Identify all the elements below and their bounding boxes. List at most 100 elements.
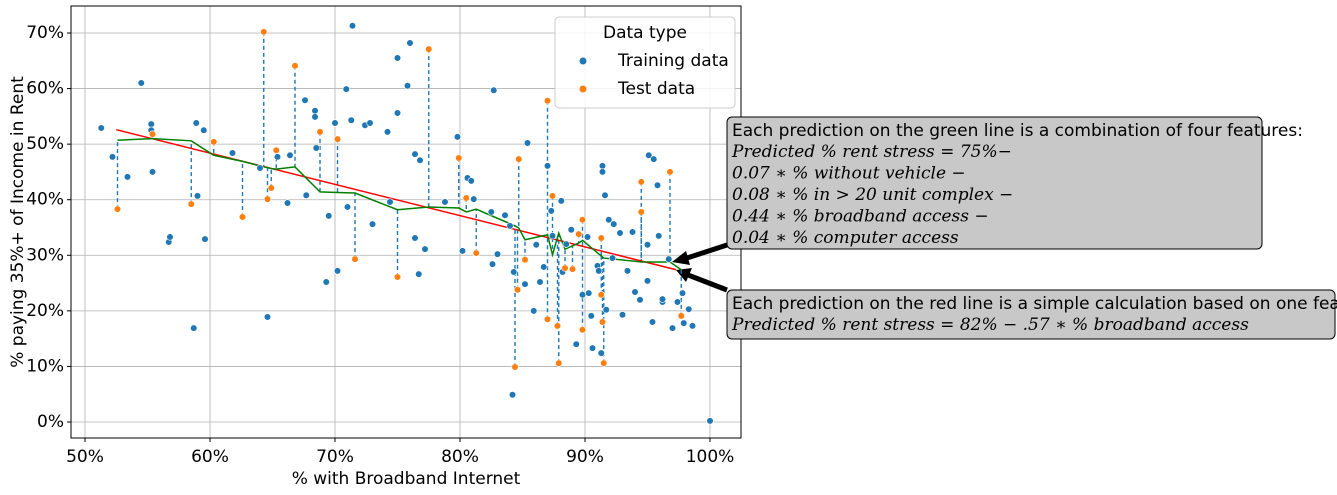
- data-point: [316, 128, 324, 136]
- data-point: [488, 260, 497, 268]
- data-point: [301, 96, 309, 104]
- legend-label: Training data: [617, 51, 729, 71]
- data-point: [602, 306, 610, 314]
- data-point: [272, 146, 280, 154]
- data-point: [148, 168, 157, 176]
- data-point: [108, 153, 117, 161]
- data-point: [291, 62, 299, 70]
- arrow-head: [676, 268, 692, 282]
- x-tick-label: 100%: [686, 447, 735, 467]
- data-point: [688, 322, 697, 330]
- annotation-text: 0.07 ∗ % without vehicle −: [732, 164, 966, 184]
- data-point: [677, 312, 685, 320]
- data-point: [368, 220, 377, 228]
- data-point: [393, 54, 402, 62]
- annotation-box: [726, 116, 1263, 250]
- annotation-text: 0.04 ∗ % computer access: [732, 228, 959, 248]
- x-axis-label: % with Broadband Internet: [292, 469, 521, 489]
- data-point: [210, 138, 218, 146]
- data-point: [200, 126, 208, 134]
- x-tick-label: 70%: [316, 447, 354, 467]
- data-point: [568, 265, 577, 273]
- data-point: [678, 289, 687, 297]
- data-point: [348, 22, 357, 30]
- annotation-text: Predicted % rent stress = 75%−: [731, 142, 1012, 162]
- data-point: [406, 39, 414, 47]
- data-point: [190, 324, 198, 332]
- data-point: [618, 311, 627, 319]
- data-point: [386, 198, 394, 206]
- data-point: [548, 232, 557, 240]
- data-point: [411, 150, 419, 158]
- data-point: [470, 195, 478, 203]
- annotation-text: Predicted % rent stress = 82% − .57 ∗ % …: [731, 315, 1249, 335]
- data-point: [302, 191, 310, 199]
- data-point: [421, 245, 429, 253]
- data-point: [673, 298, 682, 306]
- arrow-head: [672, 251, 690, 265]
- data-point: [267, 184, 275, 192]
- data-point: [650, 155, 658, 163]
- data-point: [572, 340, 580, 348]
- data-point: [601, 191, 609, 199]
- data-point: [416, 156, 424, 164]
- data-point: [311, 113, 319, 121]
- data-point: [557, 197, 565, 205]
- x-tick-label: 50%: [66, 447, 104, 467]
- data-point: [536, 278, 544, 286]
- data-point: [706, 417, 714, 425]
- data-point: [286, 151, 294, 159]
- data-point: [631, 288, 639, 296]
- data-point: [655, 232, 663, 240]
- data-point: [487, 208, 495, 216]
- data-point: [637, 208, 645, 216]
- data-point: [228, 149, 237, 157]
- data-point: [608, 254, 617, 262]
- legend-box: [554, 16, 736, 109]
- arrow: [683, 242, 728, 262]
- data-point: [595, 267, 603, 275]
- data-point: [312, 144, 320, 152]
- data-point: [506, 222, 514, 230]
- data-point: [578, 216, 587, 224]
- data-point: [666, 168, 674, 176]
- data-point: [636, 296, 644, 304]
- legend-title: Data type: [603, 23, 687, 43]
- data-point: [521, 280, 529, 288]
- x-tick-label: 60%: [191, 447, 229, 467]
- data-point: [343, 203, 352, 211]
- data-point: [521, 256, 529, 264]
- data-point: [123, 173, 132, 181]
- data-point: [393, 273, 402, 281]
- data-point: [610, 220, 618, 228]
- data-point: [411, 234, 419, 242]
- data-point: [113, 205, 122, 213]
- data-point: [351, 255, 359, 263]
- data-point: [333, 267, 342, 275]
- annotation-box: [726, 289, 1336, 340]
- data-point: [583, 233, 592, 241]
- data-point: [532, 241, 540, 249]
- data-point: [383, 128, 392, 136]
- data-point: [490, 86, 498, 94]
- data-point: [472, 249, 480, 257]
- data-point: [333, 135, 342, 143]
- data-point: [562, 240, 570, 248]
- data-point: [201, 235, 209, 243]
- data-point: [643, 277, 652, 285]
- data-point: [585, 289, 593, 297]
- data-point: [342, 85, 350, 93]
- data-point: [425, 45, 433, 53]
- data-point: [587, 312, 595, 320]
- data-point: [467, 177, 475, 185]
- data-point: [540, 263, 548, 271]
- annotation-text: 0.08 ∗ % in > 20 unit complex −: [732, 185, 1013, 205]
- data-point: [648, 318, 657, 326]
- data-point: [508, 391, 517, 399]
- data-point: [441, 198, 449, 206]
- data-point: [575, 230, 583, 238]
- data-point: [523, 139, 532, 147]
- data-point: [148, 130, 157, 138]
- legend-label: Test data: [617, 79, 695, 99]
